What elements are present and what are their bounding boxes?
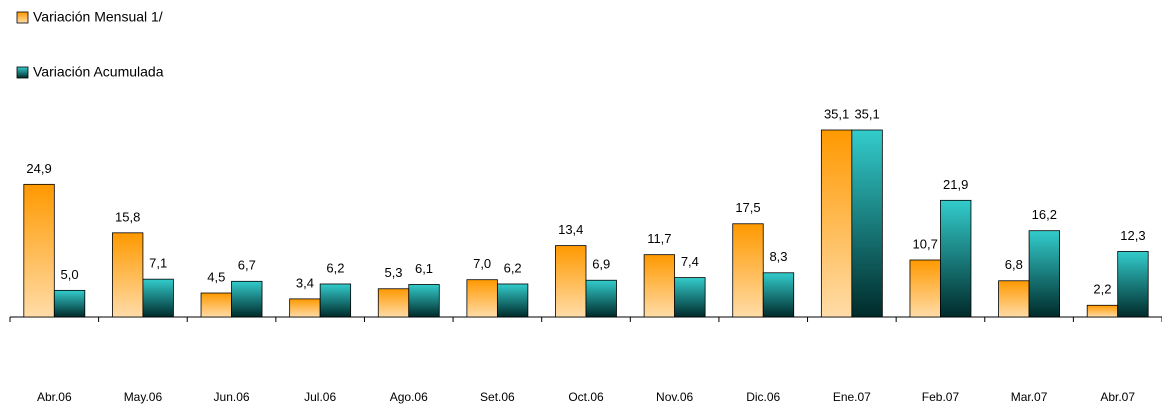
x-tick-label: Ene.07 xyxy=(833,390,871,404)
value-label: 35,1 xyxy=(824,106,849,121)
bar xyxy=(408,284,440,318)
value-label: 6,8 xyxy=(1005,257,1023,272)
bar xyxy=(496,283,529,318)
value-label: 17,5 xyxy=(735,200,760,215)
bar xyxy=(200,292,232,318)
x-tick-label: Jul.06 xyxy=(304,390,336,404)
value-label: 7,1 xyxy=(149,256,167,271)
value-label: 24,9 xyxy=(26,161,51,176)
bar xyxy=(1117,251,1149,318)
x-tick-label: Mar.07 xyxy=(1011,390,1048,404)
value-label: 21,9 xyxy=(943,177,968,192)
x-tick-label: May.06 xyxy=(124,390,163,404)
bar xyxy=(998,280,1030,318)
x-tick-label: Set.06 xyxy=(480,390,515,404)
bar xyxy=(53,289,86,318)
legend-swatch xyxy=(16,11,29,24)
bar xyxy=(585,279,617,318)
bar xyxy=(820,129,853,318)
bar xyxy=(23,183,55,318)
value-label: 10,7 xyxy=(913,236,938,251)
value-label: 12,3 xyxy=(1120,228,1145,243)
bar xyxy=(231,280,263,318)
value-label: 8,3 xyxy=(769,249,787,264)
bar xyxy=(555,245,587,318)
value-label: 6,2 xyxy=(504,260,522,275)
x-tick-label: Abr.06 xyxy=(37,390,72,404)
bar xyxy=(732,223,764,318)
value-label: 4,5 xyxy=(207,269,225,284)
bar xyxy=(112,232,144,318)
value-label: 35,1 xyxy=(854,106,879,121)
bar xyxy=(289,298,321,318)
bar xyxy=(1028,230,1060,318)
value-label: 6,7 xyxy=(238,258,256,273)
value-label: 16,2 xyxy=(1032,207,1057,222)
bar xyxy=(643,254,676,318)
bar xyxy=(674,277,706,318)
x-tick-label: Nov.06 xyxy=(656,390,693,404)
value-label: 7,4 xyxy=(681,254,699,269)
x-tick-label: Jun.06 xyxy=(214,390,250,404)
value-label: 3,4 xyxy=(296,275,314,290)
value-label: 6,9 xyxy=(592,257,610,272)
bar xyxy=(940,199,972,318)
legend-label: Variación Acumulada xyxy=(33,64,164,80)
value-label: 11,7 xyxy=(647,231,671,246)
bar xyxy=(377,288,410,318)
bar xyxy=(466,279,498,318)
x-tick-label: Abr.07 xyxy=(1100,390,1135,404)
bar xyxy=(1086,304,1119,318)
x-tick-label: Oct.06 xyxy=(568,390,604,404)
value-label: 5,3 xyxy=(384,265,402,280)
bar xyxy=(762,272,795,318)
value-label: 2,2 xyxy=(1093,282,1111,297)
value-label: 6,2 xyxy=(326,260,344,275)
bar xyxy=(319,283,352,318)
value-label: 5,0 xyxy=(61,267,79,282)
x-tick-label: Feb.07 xyxy=(922,390,960,404)
x-tick-label: Dic.06 xyxy=(746,390,780,404)
bar xyxy=(851,129,883,318)
bar xyxy=(142,278,174,318)
bar xyxy=(909,259,941,318)
value-label: 13,4 xyxy=(558,222,583,237)
x-tick-label: Ago.06 xyxy=(390,390,428,404)
legend-label: Variación Mensual 1/ xyxy=(33,9,163,25)
legend-swatch xyxy=(16,66,29,79)
value-label: 15,8 xyxy=(115,209,140,224)
value-label: 6,1 xyxy=(415,261,433,276)
value-label: 7,0 xyxy=(473,256,491,271)
